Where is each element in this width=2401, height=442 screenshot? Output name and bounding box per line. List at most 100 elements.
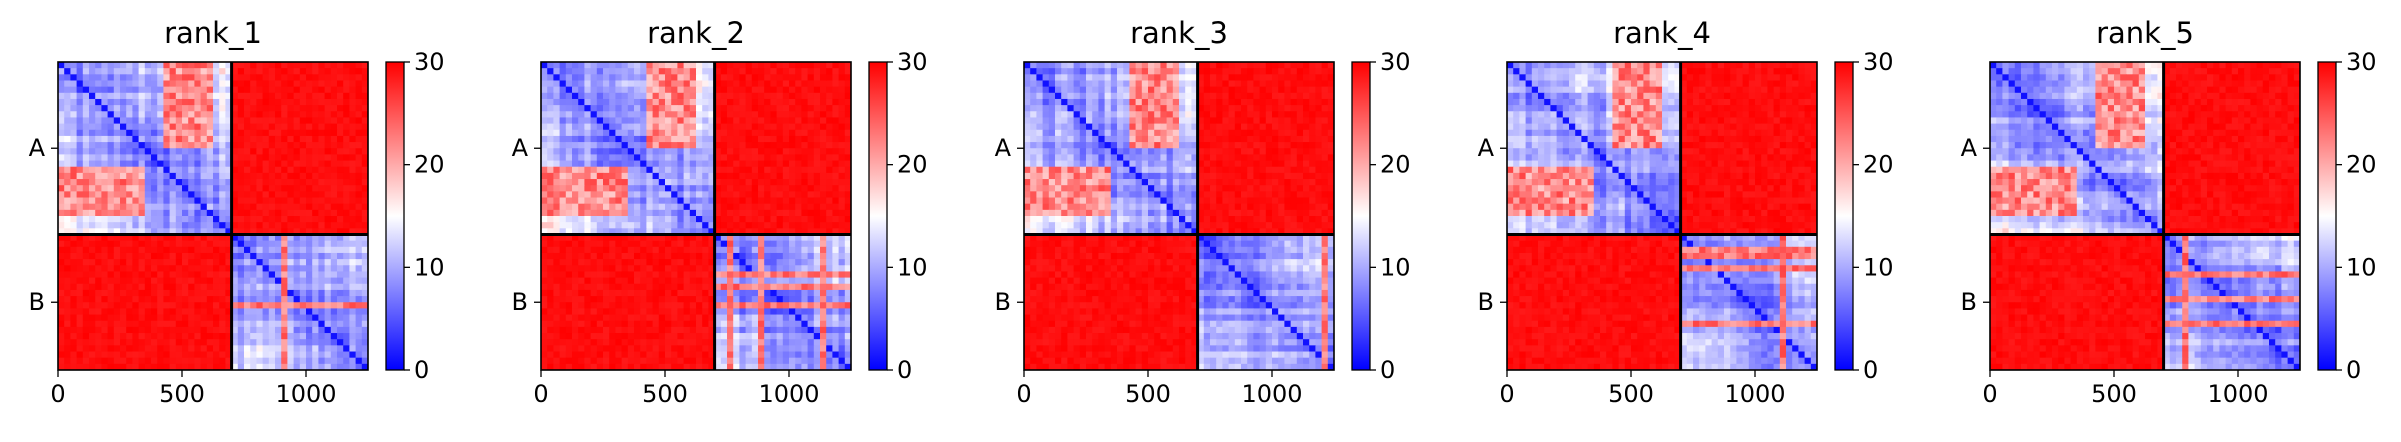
- heatmap-cell: [318, 210, 325, 217]
- heatmap-cell: [690, 99, 697, 106]
- heatmap-cell: [95, 241, 102, 248]
- heatmap-cell: [132, 74, 139, 81]
- heatmap-cell: [126, 321, 133, 328]
- heatmap-cell: [640, 167, 647, 174]
- heatmap-cell: [83, 315, 90, 322]
- heatmap-cell: [157, 222, 164, 229]
- heatmap-cell: [591, 62, 598, 69]
- heatmap-cell: [219, 130, 226, 137]
- heatmap-cell: [256, 327, 263, 334]
- heatmap-cell: [139, 111, 146, 118]
- heatmap-cell: [108, 173, 115, 180]
- heatmap-cell: [777, 352, 784, 359]
- heatmap-cell: [578, 278, 585, 285]
- heatmap-cell: [139, 154, 146, 161]
- heatmap-cell: [733, 105, 740, 112]
- heatmap-cell: [609, 278, 616, 285]
- heatmap-cell: [294, 333, 301, 340]
- heatmap-cell: [777, 247, 784, 254]
- heatmap-cell: [814, 345, 821, 352]
- heatmap-cell: [163, 271, 170, 278]
- heatmap-cell: [820, 284, 827, 291]
- heatmap-cell: [746, 68, 753, 75]
- heatmap-cell: [213, 99, 220, 106]
- heatmap-cell: [163, 105, 170, 112]
- heatmap-cell: [646, 136, 653, 143]
- heatmap-cell: [764, 352, 771, 359]
- heatmap-cell: [101, 358, 108, 365]
- heatmap-cell: [64, 265, 71, 272]
- heatmap-cell: [547, 80, 554, 87]
- heatmap-cell: [584, 265, 591, 272]
- heatmap-cell: [584, 253, 591, 260]
- heatmap-cell: [306, 198, 313, 205]
- heatmap-cell: [306, 315, 313, 322]
- heatmap-cell: [783, 179, 790, 186]
- heatmap-cell: [325, 284, 332, 291]
- heatmap-cell: [758, 259, 765, 266]
- heatmap-cell: [356, 105, 363, 112]
- heatmap-cell: [783, 253, 790, 260]
- heatmap-cell: [83, 105, 90, 112]
- heatmap-cell: [132, 198, 139, 205]
- heatmap-cell: [739, 161, 746, 168]
- heatmap-cell: [733, 154, 740, 161]
- heatmap-cell: [603, 284, 610, 291]
- heatmap-cell: [269, 333, 276, 340]
- heatmap-cell: [665, 179, 672, 186]
- heatmap-cell: [114, 253, 121, 260]
- heatmap-cell: [764, 74, 771, 81]
- chart-title: rank_1: [164, 16, 262, 50]
- heatmap-cell: [795, 74, 802, 81]
- heatmap-cell: [312, 290, 319, 297]
- heatmap-cell: [653, 321, 660, 328]
- heatmap-cell: [83, 198, 90, 205]
- heatmap-cell: [275, 333, 282, 340]
- heatmap-cell: [646, 308, 653, 315]
- heatmap-cell: [343, 210, 350, 217]
- heatmap-cell: [163, 167, 170, 174]
- heatmap-cell: [814, 62, 821, 69]
- heatmap-cell: [795, 358, 802, 365]
- heatmap-cell: [560, 62, 567, 69]
- heatmap-cell: [795, 339, 802, 346]
- heatmap-cell: [126, 216, 133, 223]
- heatmap-cell: [275, 111, 282, 118]
- heatmap-cell: [356, 278, 363, 285]
- heatmap-cell: [653, 204, 660, 211]
- heatmap-cell: [101, 333, 108, 340]
- heatmap-cell: [300, 327, 307, 334]
- heatmap-cell: [801, 339, 808, 346]
- heatmap-cell: [777, 93, 784, 100]
- heatmap-cell: [640, 339, 647, 346]
- heatmap-cell: [287, 179, 294, 186]
- heatmap-cell: [287, 173, 294, 180]
- heatmap-cell: [163, 296, 170, 303]
- heatmap-cell: [101, 185, 108, 192]
- heatmap-cell: [690, 321, 697, 328]
- heatmap-cell: [287, 321, 294, 328]
- heatmap-cell: [553, 358, 560, 365]
- heatmap-cell: [702, 142, 709, 149]
- heatmap-cell: [256, 173, 263, 180]
- heatmap-cell: [572, 173, 579, 180]
- heatmap-cell: [163, 87, 170, 94]
- heatmap-cell: [269, 111, 276, 118]
- heatmap-cell: [151, 117, 158, 124]
- heatmap-cell: [752, 302, 759, 309]
- heatmap-cell: [263, 130, 270, 137]
- heatmap-cell: [646, 62, 653, 69]
- heatmap-cell: [591, 259, 598, 266]
- heatmap-cell: [325, 321, 332, 328]
- heatmap-cell: [219, 179, 226, 186]
- heatmap-cell: [646, 321, 653, 328]
- heatmap-cell: [721, 308, 728, 315]
- heatmap-cell: [820, 148, 827, 155]
- heatmap-cell: [597, 339, 604, 346]
- heatmap-cell: [83, 93, 90, 100]
- heatmap-cell: [287, 68, 294, 75]
- heatmap-cell: [758, 210, 765, 217]
- heatmap-cell: [318, 136, 325, 143]
- heatmap-cell: [603, 204, 610, 211]
- heatmap-cell: [139, 161, 146, 168]
